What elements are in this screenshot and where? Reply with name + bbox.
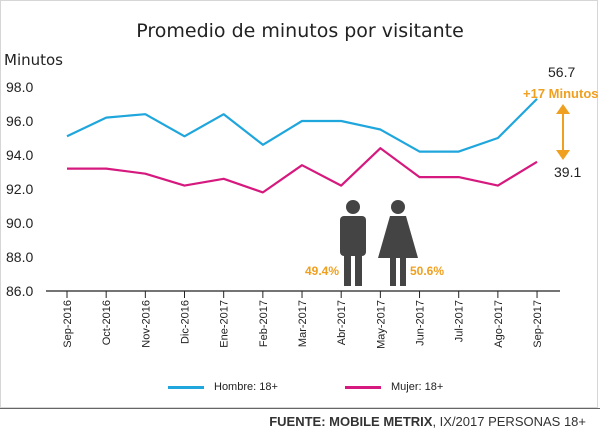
legend-label-mujer: Mujer: 18+ [391, 381, 444, 393]
x-tick-label: Sep-2016 [62, 300, 74, 348]
hombre-end-value: 56.7 [548, 64, 575, 80]
y-axis-label: Minutos [4, 51, 63, 69]
x-tick-label: May-2017 [375, 300, 387, 349]
x-tick-label: Jun-2017 [415, 300, 427, 346]
source-label: FUENTE: MOBILE METRIX [269, 414, 433, 429]
y-tick-label: 98.0 [6, 79, 33, 95]
difference-label: +17 Minutos [523, 86, 599, 101]
footer-divider [0, 408, 600, 409]
x-tick-label: Mar-2017 [297, 300, 309, 347]
legend-swatch-mujer [345, 385, 381, 389]
legend-item-hombre: Hombre: 18+ [168, 381, 278, 393]
mujer-end-value: 39.1 [554, 164, 581, 180]
legend-label-hombre: Hombre: 18+ [214, 381, 278, 393]
y-tick-label: 86.0 [6, 283, 33, 299]
series-line-mujer [67, 147, 538, 194]
x-tick-label: Dic-2016 [180, 300, 192, 344]
x-tick-label: Ago-2017 [493, 300, 505, 348]
percentage-male: 49.4% [305, 264, 339, 278]
y-tick-label: 94.0 [6, 147, 33, 163]
x-tick-label: Feb-2017 [258, 300, 270, 347]
chart-title: Promedio de minutos por visitante [136, 20, 464, 42]
series-group [66, 98, 538, 194]
series-line-hombre [66, 98, 538, 153]
y-tick-label: 90.0 [6, 215, 33, 231]
legend-swatch-hombre [168, 385, 204, 389]
x-tick-label: Abr-2017 [336, 300, 348, 345]
x-tick-label: Sep-2017 [532, 300, 544, 348]
legend-item-mujer: Mujer: 18+ [345, 381, 443, 393]
x-tick-label: Ene-2017 [219, 300, 231, 348]
source-note: FUENTE: MOBILE METRIX, IX/2017 PERSONAS … [269, 414, 586, 429]
x-tick-label: Nov-2016 [140, 300, 152, 348]
x-tick-label: Jul-2017 [454, 300, 466, 342]
y-tick-label: 92.0 [6, 181, 33, 197]
chart-frame [0, 0, 598, 408]
female-figure-icon [378, 200, 418, 286]
x-axis: Sep-2016 Oct-2016 Nov-2016 Dic-2016 Ene-2017… [46, 290, 560, 349]
y-tick-label: 88.0 [6, 249, 33, 265]
y-axis: 98.0 96.0 94.0 92.0 90.0 88.0 86.0 [6, 79, 33, 299]
source-detail: , IX/2017 PERSONAS 18+ [432, 414, 586, 429]
percentage-female: 50.6% [410, 264, 444, 278]
double-arrow-icon [556, 104, 570, 160]
male-figure-icon [340, 200, 366, 286]
y-tick-label: 96.0 [6, 113, 33, 129]
x-tick-label: Oct-2016 [101, 300, 113, 345]
